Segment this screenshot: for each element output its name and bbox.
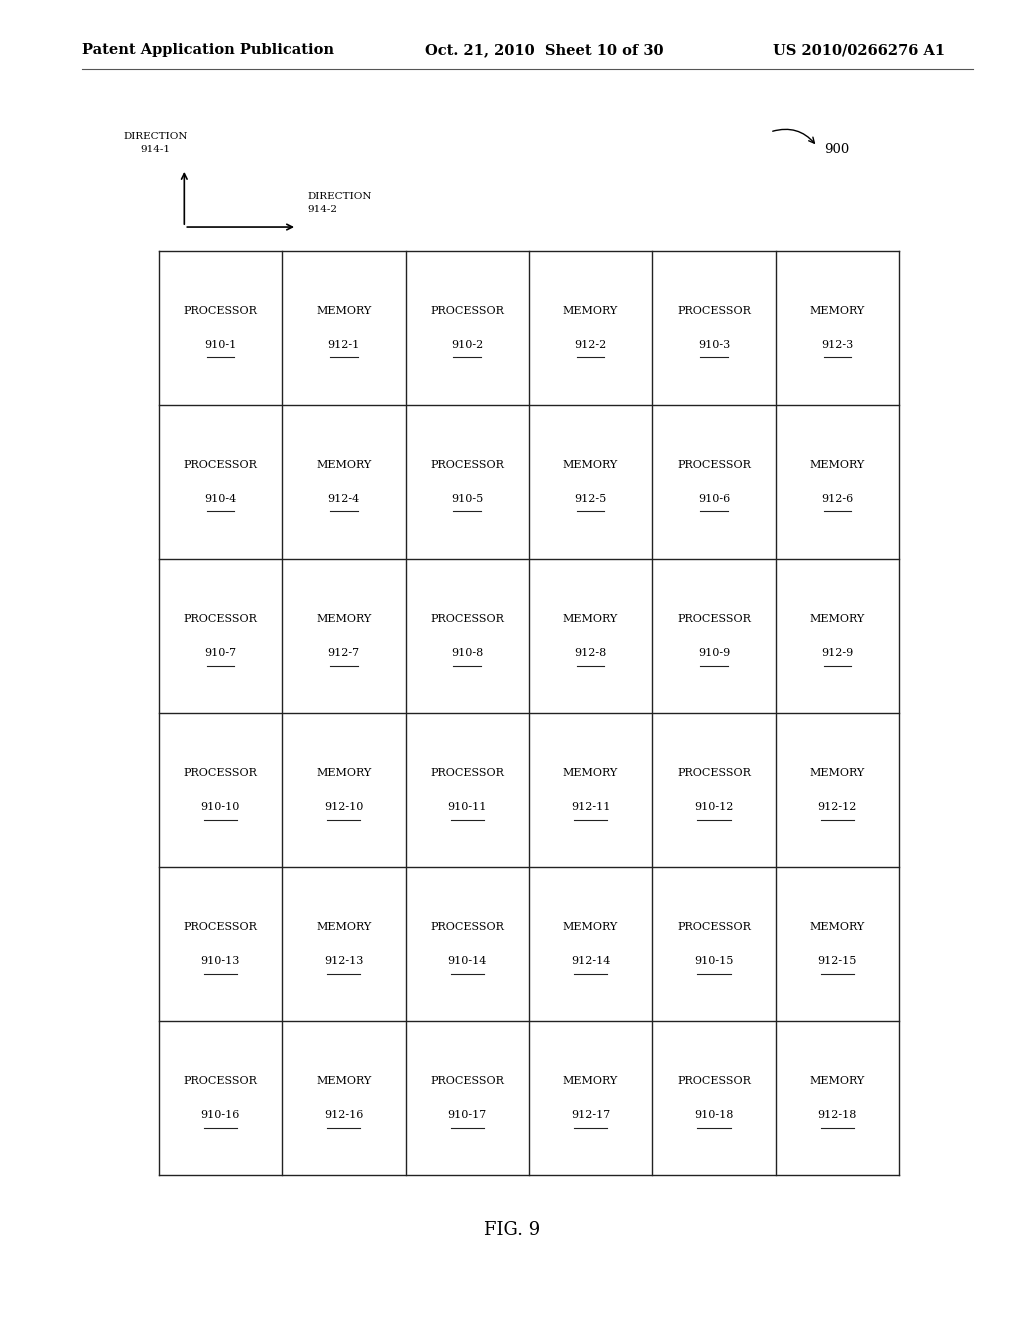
Text: 910-16: 910-16 [201, 1110, 240, 1119]
Text: 910-6: 910-6 [698, 494, 730, 504]
Text: 910-15: 910-15 [694, 956, 733, 966]
Text: PROCESSOR: PROCESSOR [430, 459, 504, 470]
Text: 912-3: 912-3 [821, 341, 853, 350]
Text: PROCESSOR: PROCESSOR [677, 921, 751, 932]
Text: 912-9: 912-9 [821, 648, 853, 657]
Text: 912-16: 912-16 [325, 1110, 364, 1119]
Text: 912-4: 912-4 [328, 494, 359, 504]
Text: DIRECTION: DIRECTION [307, 193, 372, 201]
Text: 912-13: 912-13 [325, 956, 364, 966]
Text: PROCESSOR: PROCESSOR [430, 306, 504, 315]
Text: 910-13: 910-13 [201, 956, 240, 966]
Text: PROCESSOR: PROCESSOR [183, 459, 257, 470]
Text: MEMORY: MEMORY [563, 459, 618, 470]
Text: MEMORY: MEMORY [563, 306, 618, 315]
Text: MEMORY: MEMORY [316, 306, 372, 315]
Text: PROCESSOR: PROCESSOR [430, 1076, 504, 1085]
Text: 912-10: 912-10 [325, 803, 364, 812]
Text: 912-8: 912-8 [574, 648, 606, 657]
Text: MEMORY: MEMORY [316, 921, 372, 932]
Text: 910-7: 910-7 [205, 648, 237, 657]
Text: MEMORY: MEMORY [810, 1076, 865, 1085]
Text: PROCESSOR: PROCESSOR [677, 459, 751, 470]
Text: 910-10: 910-10 [201, 803, 240, 812]
Text: MEMORY: MEMORY [810, 768, 865, 777]
Text: 912-11: 912-11 [571, 803, 610, 812]
Text: MEMORY: MEMORY [563, 921, 618, 932]
Text: MEMORY: MEMORY [563, 614, 618, 623]
Text: PROCESSOR: PROCESSOR [183, 768, 257, 777]
Text: PROCESSOR: PROCESSOR [677, 1076, 751, 1085]
Text: 910-8: 910-8 [452, 648, 483, 657]
Text: 910-5: 910-5 [452, 494, 483, 504]
Text: 910-14: 910-14 [447, 956, 486, 966]
Text: MEMORY: MEMORY [810, 459, 865, 470]
Text: 912-15: 912-15 [818, 956, 857, 966]
Text: MEMORY: MEMORY [316, 768, 372, 777]
Text: 914-1: 914-1 [140, 145, 171, 154]
Text: Oct. 21, 2010  Sheet 10 of 30: Oct. 21, 2010 Sheet 10 of 30 [425, 44, 664, 57]
Text: PROCESSOR: PROCESSOR [430, 614, 504, 623]
Text: FIG. 9: FIG. 9 [484, 1221, 540, 1239]
Text: 912-17: 912-17 [571, 1110, 610, 1119]
Text: Patent Application Publication: Patent Application Publication [82, 44, 334, 57]
Text: PROCESSOR: PROCESSOR [183, 1076, 257, 1085]
Text: PROCESSOR: PROCESSOR [183, 921, 257, 932]
Text: 912-14: 912-14 [571, 956, 610, 966]
Text: 910-17: 910-17 [447, 1110, 486, 1119]
Text: PROCESSOR: PROCESSOR [677, 768, 751, 777]
Text: MEMORY: MEMORY [316, 459, 372, 470]
Text: 914-2: 914-2 [307, 206, 337, 214]
Text: PROCESSOR: PROCESSOR [430, 921, 504, 932]
Text: 910-1: 910-1 [205, 341, 237, 350]
Text: 910-4: 910-4 [205, 494, 237, 504]
Text: 910-12: 910-12 [694, 803, 733, 812]
Text: 910-11: 910-11 [447, 803, 486, 812]
Text: PROCESSOR: PROCESSOR [430, 768, 504, 777]
Text: 910-3: 910-3 [698, 341, 730, 350]
Text: 912-2: 912-2 [574, 341, 606, 350]
Text: MEMORY: MEMORY [563, 768, 618, 777]
Text: US 2010/0266276 A1: US 2010/0266276 A1 [773, 44, 945, 57]
Text: 910-18: 910-18 [694, 1110, 733, 1119]
Text: MEMORY: MEMORY [810, 614, 865, 623]
Text: 900: 900 [824, 143, 850, 156]
Text: PROCESSOR: PROCESSOR [677, 614, 751, 623]
Text: MEMORY: MEMORY [810, 921, 865, 932]
Text: DIRECTION: DIRECTION [124, 132, 187, 141]
Text: 912-5: 912-5 [574, 494, 606, 504]
Text: 912-7: 912-7 [328, 648, 359, 657]
Text: 910-2: 910-2 [452, 341, 483, 350]
Text: PROCESSOR: PROCESSOR [677, 306, 751, 315]
Text: MEMORY: MEMORY [810, 306, 865, 315]
Text: 912-6: 912-6 [821, 494, 853, 504]
Text: 912-18: 912-18 [818, 1110, 857, 1119]
Text: PROCESSOR: PROCESSOR [183, 306, 257, 315]
Text: MEMORY: MEMORY [563, 1076, 618, 1085]
Text: 912-1: 912-1 [328, 341, 359, 350]
Text: MEMORY: MEMORY [316, 1076, 372, 1085]
Text: 910-9: 910-9 [698, 648, 730, 657]
Text: MEMORY: MEMORY [316, 614, 372, 623]
Text: PROCESSOR: PROCESSOR [183, 614, 257, 623]
Text: 912-12: 912-12 [818, 803, 857, 812]
